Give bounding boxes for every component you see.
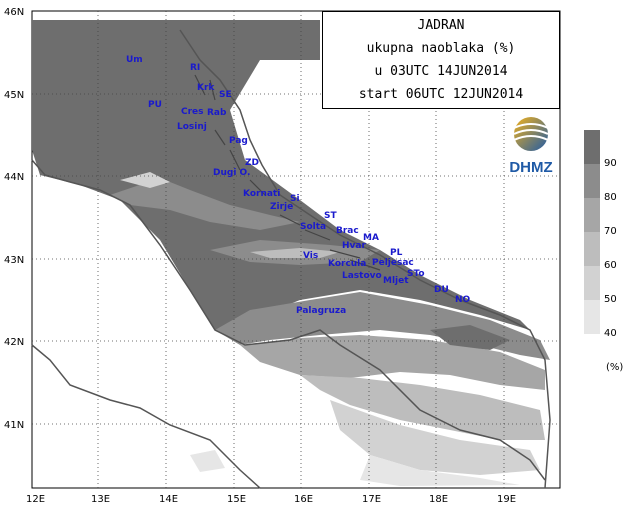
place-label: Peljesac xyxy=(372,258,414,268)
place-label: MA xyxy=(363,233,379,243)
lat-label: 43N xyxy=(4,255,24,266)
place-label: Brac xyxy=(336,226,359,236)
legend-label: 90 xyxy=(604,158,617,169)
cloud-area-90 xyxy=(32,20,530,330)
legend-label: 40 xyxy=(604,328,617,339)
dhmz-logo-icon: DHMZ xyxy=(509,117,553,176)
cloud-area-south-70 xyxy=(240,335,545,390)
lon-label: 18E xyxy=(429,494,448,505)
place-label: Kornati xyxy=(243,189,280,199)
legend-swatch xyxy=(584,232,600,266)
cloud-area-south-80 xyxy=(215,292,550,360)
legend: 90 80 70 60 50 40 (%) xyxy=(584,130,630,380)
place-label: Um xyxy=(126,55,143,65)
lon-label: 19E xyxy=(497,494,516,505)
lon-label: 15E xyxy=(227,494,246,505)
lat-label: 44N xyxy=(4,172,24,183)
legend-label: 60 xyxy=(604,260,617,271)
place-label: Hvar xyxy=(342,241,366,251)
lon-label: 13E xyxy=(91,494,110,505)
title-start-time: start 06UTC 12JUN2014 xyxy=(358,87,524,102)
place-label: Losinj xyxy=(177,122,207,132)
cloud-area-80 xyxy=(110,178,300,230)
title-valid-time: u 03UTC 14JUN2014 xyxy=(374,64,508,79)
place-label: ST xyxy=(324,211,337,221)
title-region: JADRAN xyxy=(417,18,465,33)
legend-label: 80 xyxy=(604,192,617,203)
lon-label: 12E xyxy=(26,494,45,505)
svg-text:DHMZ: DHMZ xyxy=(509,159,552,176)
cloud-area-south-60 xyxy=(300,375,545,440)
cloud-area-south-40 xyxy=(360,455,520,486)
lon-label: 14E xyxy=(159,494,178,505)
title-box: JADRAN ukupna naoblaka (%) u 03UTC 14JUN… xyxy=(322,11,560,109)
cloud-area-land-40 xyxy=(190,450,225,472)
place-label: Zirje xyxy=(270,202,293,212)
place-label: PL xyxy=(390,248,403,258)
place-label: Pag xyxy=(229,136,248,146)
place-label: ZD xyxy=(245,158,259,168)
island-chain xyxy=(194,74,381,271)
place-label: DU xyxy=(434,285,449,295)
lon-label: 17E xyxy=(362,494,381,505)
cloud-area-south-50 xyxy=(330,400,540,475)
place-label: Korcula xyxy=(328,259,366,269)
lat-label: 41N xyxy=(4,420,24,431)
lat-label: 45N xyxy=(4,90,24,101)
coastline-italy-south xyxy=(31,344,261,489)
place-label: Lastovo xyxy=(342,271,382,281)
place-label: STo xyxy=(407,269,425,279)
legend-swatch xyxy=(584,198,600,232)
place-label: RI xyxy=(190,63,200,73)
place-label: Vis xyxy=(303,251,318,261)
legend-label: 50 xyxy=(604,294,617,305)
cloud-area-70 xyxy=(250,248,340,258)
cloud-area-60-north xyxy=(120,172,170,188)
place-label: Palagruza xyxy=(296,306,346,316)
place-label: Solta xyxy=(300,222,326,232)
legend-unit: (%) xyxy=(606,362,624,373)
place-label: Mljet xyxy=(383,276,409,286)
legend-swatch xyxy=(584,130,600,164)
title-variable: ukupna naoblaka (%) xyxy=(366,41,516,56)
place-label: Rab xyxy=(207,108,227,118)
legend-swatch xyxy=(584,266,600,300)
place-label: Si xyxy=(290,194,300,204)
lat-label: 46N xyxy=(4,7,24,18)
legend-swatch xyxy=(584,164,600,198)
place-label: Cres xyxy=(181,107,204,117)
cloud-area-south-dark xyxy=(430,325,510,350)
place-label: NO xyxy=(455,295,471,305)
dhmz-logo: DHMZ xyxy=(502,114,560,186)
legend-label: 70 xyxy=(604,226,617,237)
place-label: Krk xyxy=(197,83,215,93)
coastline-east xyxy=(179,29,551,489)
place-label: Dugi O. xyxy=(213,168,250,178)
place-label: PU xyxy=(148,100,162,110)
lat-label: 42N xyxy=(4,337,24,348)
coastline xyxy=(31,159,546,481)
lon-label: 16E xyxy=(294,494,313,505)
legend-swatch xyxy=(584,300,600,334)
place-label: SE xyxy=(219,90,232,100)
